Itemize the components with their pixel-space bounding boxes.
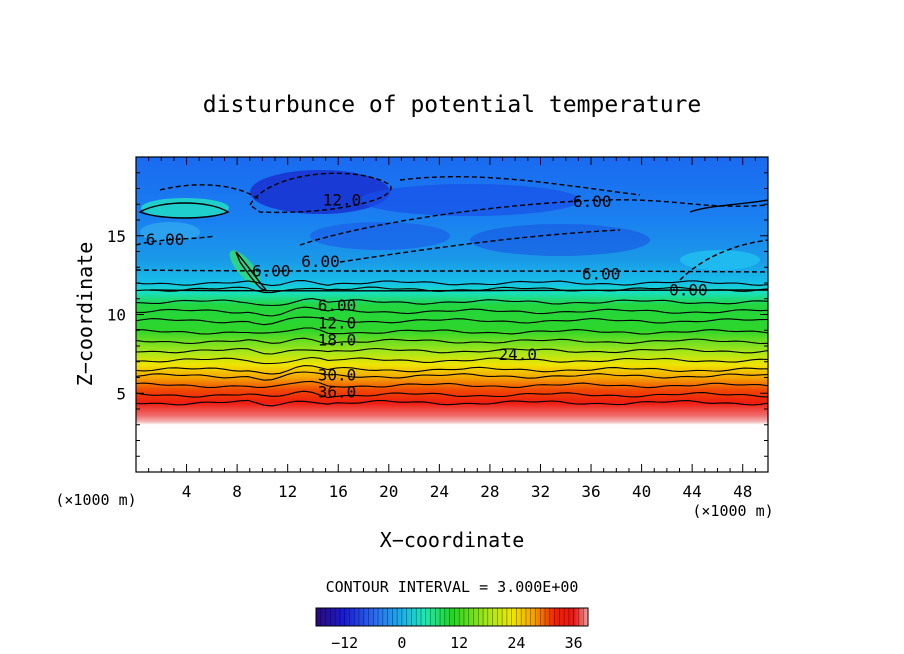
plot-area <box>136 157 768 472</box>
colorbar <box>315 607 589 627</box>
contour-label: 0.00 <box>669 280 708 299</box>
x-tick-label: 20 <box>379 482 398 501</box>
x-tick-label: 40 <box>632 482 651 501</box>
blue-blob <box>310 222 450 250</box>
x-tick-label: 8 <box>232 482 242 501</box>
contour-line <box>136 337 768 345</box>
cyan-blob <box>680 250 760 270</box>
contour-line <box>689 199 768 213</box>
y-tick-labels: 5 10 15 <box>107 227 126 404</box>
x-tick-label: 24 <box>430 482 449 501</box>
colorbar-tick-label: 36 <box>565 634 583 652</box>
x-tick-labels: 4 8 12 16 20 24 28 32 36 40 44 48 <box>182 482 753 501</box>
contour-line <box>136 306 768 317</box>
contour-line <box>136 356 768 365</box>
blue-blob <box>470 224 650 256</box>
contour-line-negative <box>136 269 768 273</box>
contour-label: 24.0 <box>498 345 537 364</box>
contour-label: 6.00 <box>318 296 357 315</box>
contour-line <box>136 371 768 381</box>
chart-title: disturbunce of potential temperature <box>203 92 702 118</box>
contour-label: 12.0 <box>323 191 362 210</box>
contour-label: 6.00 <box>301 252 340 271</box>
contour-line <box>136 280 768 287</box>
contour-line <box>138 202 230 219</box>
contour-line <box>136 390 768 399</box>
contour-line <box>136 327 768 335</box>
contour-line-negative <box>159 184 261 201</box>
colorbar-tick-label: −12 <box>331 634 358 652</box>
cyan-blob <box>140 222 200 242</box>
contour-lines <box>136 172 768 407</box>
cyan-blob <box>141 198 229 218</box>
contour-interval-text: CONTOUR INTERVAL = 3.000E+00 <box>326 578 579 596</box>
contour-line <box>136 347 768 355</box>
x-tick-label: 44 <box>683 482 702 501</box>
y-tick-label: 5 <box>116 384 126 403</box>
x-unit-right: (×1000 m) <box>692 502 773 520</box>
y-tick-label: 15 <box>107 227 126 246</box>
contour-line-negative <box>679 239 768 281</box>
contour-label: 12.0 <box>318 313 357 332</box>
contour-label: 18.0 <box>318 331 357 350</box>
y-axis-label: Z−coordinate <box>73 242 97 387</box>
contour-line-negative <box>299 199 768 246</box>
x-tick-label: 48 <box>733 482 752 501</box>
x-unit-left: (×1000 m) <box>55 491 136 509</box>
contour-line <box>149 289 768 292</box>
contour-label: 6.00 <box>573 192 612 211</box>
contour-line <box>136 399 768 407</box>
contour-label: 30.0 <box>318 365 357 384</box>
upper-field-structures <box>140 170 760 286</box>
contour-line <box>136 365 768 375</box>
contour-label: 6.00 <box>582 265 621 284</box>
contour-line <box>235 251 268 291</box>
x-axis-label: X−coordinate <box>380 528 525 552</box>
contour-label: 6.00 <box>252 261 291 280</box>
contour-label: 6.00 <box>146 230 185 249</box>
colorbar-tick-label: 12 <box>450 634 468 652</box>
contour-line <box>136 380 768 389</box>
contour-line <box>136 298 768 307</box>
x-tick-label: 32 <box>531 482 550 501</box>
blue-blob <box>360 184 580 216</box>
axis-ticks <box>136 157 768 472</box>
x-tick-label: 36 <box>581 482 600 501</box>
contour-line <box>136 316 768 326</box>
colorbar-segments <box>315 608 589 626</box>
contour-line-negative <box>249 172 392 214</box>
x-tick-label: 12 <box>278 482 297 501</box>
colorbar-tick-label: 24 <box>507 634 525 652</box>
x-tick-label: 28 <box>480 482 499 501</box>
contour-line-negative <box>399 176 641 196</box>
colorbar-tick-labels: −12 0 12 24 36 <box>331 634 583 652</box>
x-tick-label: 4 <box>182 482 192 501</box>
colorbar-tick-label: 0 <box>397 634 406 652</box>
x-tick-label: 16 <box>329 482 348 501</box>
contour-line-negative <box>136 235 216 246</box>
contour-labels: 12.0 6.006.006.00 6.006.000.006.0012.018.0… <box>146 191 708 402</box>
y-tick-label: 10 <box>107 306 126 325</box>
contour-line-negative <box>339 229 621 263</box>
contour-label: 36.0 <box>318 383 357 402</box>
